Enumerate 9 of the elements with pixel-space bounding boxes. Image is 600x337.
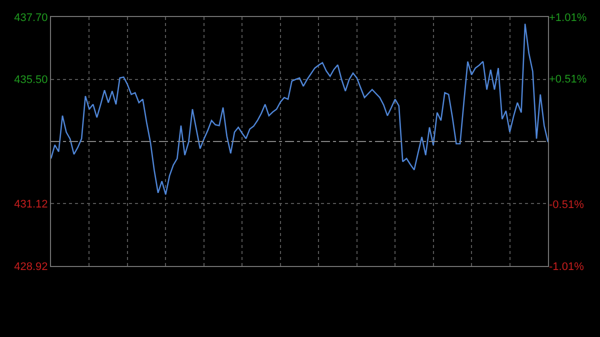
line-series [51, 23, 548, 196]
y-tick-label: 431.12 [14, 198, 48, 210]
y2-tick-label: -0.51% [549, 199, 584, 212]
y-tick-label: 435.50 [14, 74, 48, 86]
y2-tick-label: -1.01% [549, 260, 584, 273]
y-tick-label: 437.70 [14, 12, 48, 24]
y2-tick-label: +1.01% [549, 12, 587, 24]
y-tick-label: 428.92 [14, 260, 48, 273]
y2-tick-label: +0.51% [549, 73, 587, 86]
